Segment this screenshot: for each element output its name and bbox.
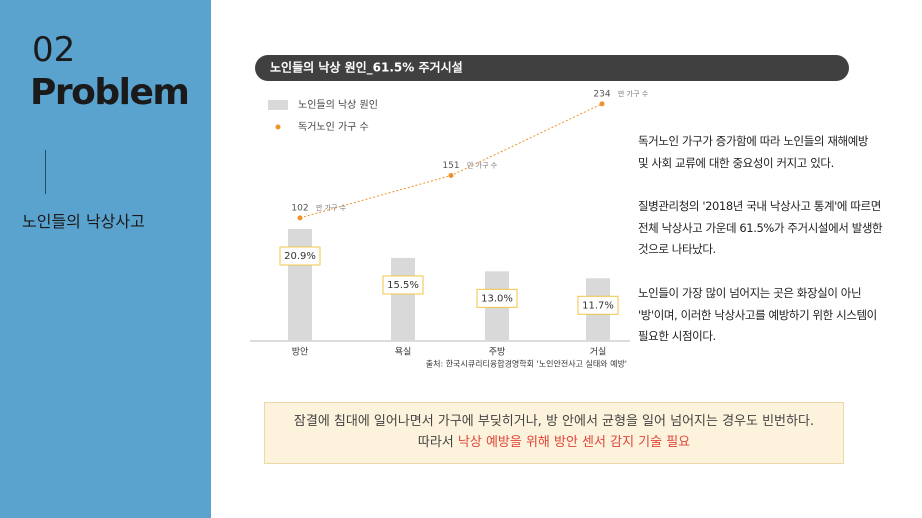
point-unit: 만 가구 수 [316, 203, 347, 212]
x-tick-label: 거실 [590, 347, 607, 358]
legend-label: 노인들의 낙상 원인 [298, 99, 378, 111]
paragraph-line: 것으로 나타났다. [638, 242, 716, 256]
bar [288, 229, 312, 341]
point [448, 173, 454, 179]
point-unit: 만 가구 수 [467, 161, 498, 170]
paragraph: 노인들이 가장 많이 넘어지는 곳은 화장실이 아닌 '방'이며, 이러한 낙상사… [638, 283, 877, 348]
point-label: 151 [442, 161, 459, 171]
paragraph-line: 전체 낙상사고 가운데 61.5%가 주거시설에서 발생한 [638, 220, 883, 235]
bar [391, 257, 415, 341]
paragraph-line: 독거노인 가구가 증가함에 따라 노인들의 재해예방 [638, 134, 869, 148]
source: 출처: 한국시큐리티융합경영학회 '노인안전사고 실태와 예방' [426, 359, 627, 369]
value-label: 20.9% [284, 251, 316, 262]
callout-text: 따라서 [417, 435, 454, 450]
section-number: 02 [32, 30, 76, 70]
section-topic: 노인들의 낙상사고 [22, 212, 145, 231]
callout-line: 따라서 낙상 예방을 위해 방안 센서 감지 기술 필요 [265, 432, 843, 453]
paragraph-line: '방'이며, 이러한 낙상사고를 예방하기 위한 시스템이 [638, 307, 877, 322]
value-label-box [279, 246, 321, 266]
chart-title: 노인들의 낙상 원인_61.5% 주거시설 [270, 60, 463, 76]
value-label: 15.5% [387, 280, 419, 291]
callout: 잠결에 침대에 일어나면서 가구에 부딪히거나, 방 안에서 균형을 일어 넘어… [264, 402, 844, 464]
paragraph-line: 노인들이 가장 많이 넘어지는 곳은 화장실이 아닌 [638, 286, 862, 300]
x-tick-label: 욕실 [395, 347, 412, 358]
point [297, 215, 303, 221]
legend-swatch [268, 100, 288, 110]
paragraph-line: 및 사회 교류에 대한 중요성이 커지고 있다. [638, 155, 834, 170]
legend-swatch [275, 124, 281, 130]
value-label: 13.0% [481, 293, 513, 304]
value-label-box [577, 295, 619, 315]
point-label: 234 [593, 89, 610, 99]
point [599, 101, 605, 107]
side-panel: 02 Problem 노인들의 낙상사고 [0, 0, 211, 518]
paragraph-line: 필요한 시점이다. [638, 329, 716, 343]
value-label: 11.7% [582, 300, 614, 311]
paragraph-line: 질병관리청의 '2018년 국내 낙상사고 통계'에 따르면 [638, 199, 881, 213]
point-label: 102 [291, 203, 308, 213]
point-unit: 만 가구 수 [618, 89, 649, 98]
title-bar [255, 55, 849, 81]
callout-highlight: 낙상 예방을 위해 방안 센서 감지 기술 필요 [457, 435, 691, 450]
x-tick-label: 주방 [489, 347, 506, 358]
x-tick-label: 방안 [292, 347, 309, 358]
value-label-box [476, 288, 518, 308]
legend-label: 독거노인 가구 수 [298, 121, 369, 133]
section-heading: Problem [30, 72, 190, 113]
callout-line: 잠결에 침대에 일어나면서 가구에 부딪히거나, 방 안에서 균형을 일어 넘어… [293, 414, 815, 429]
divider [45, 150, 46, 194]
value-label-box [382, 275, 424, 295]
